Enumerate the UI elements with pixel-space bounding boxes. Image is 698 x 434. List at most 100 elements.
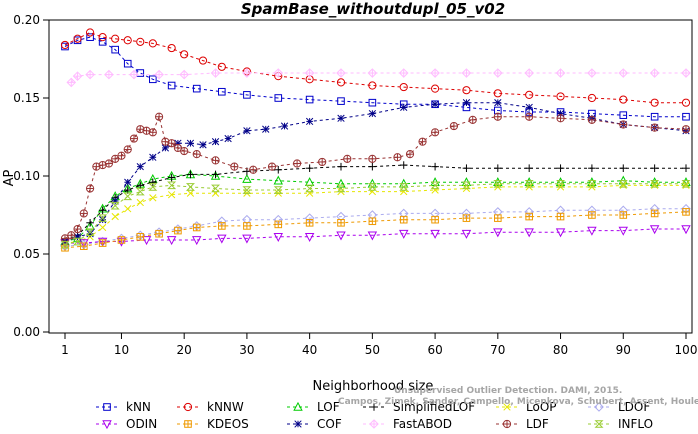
- point-ldf-20: [192, 150, 201, 159]
- point-ldf-16: [161, 137, 170, 146]
- tick-layer: 1 10 20 30 40 50 60 70 80 90 100 0.00 0.05 0.10 0.15 0.…: [13, 13, 697, 357]
- legend-item-fastabod: FastABOD: [363, 417, 452, 431]
- point-knnw-18: [430, 84, 440, 93]
- watermark-line-2: Campos, Zimek, Sander, Campello, Micenko…: [338, 397, 698, 407]
- point-kdeos-17: [494, 214, 502, 222]
- legend-item-knnw: kNNW: [177, 400, 244, 414]
- point-fastabod-22: [681, 68, 691, 78]
- point-knn-11: [243, 91, 251, 99]
- x-tick-label-90: 90: [616, 343, 631, 357]
- point-ldf-33: [449, 121, 459, 131]
- point-simplifiedlof-9: [186, 170, 195, 179]
- x-tick-label-50: 50: [365, 343, 380, 357]
- point-lof-14: [336, 178, 346, 188]
- series-inflo: [60, 180, 691, 249]
- point-knnw-8: [167, 43, 176, 53]
- point-knnw-6: [136, 37, 145, 46]
- point-simplifiedlof-13: [305, 164, 314, 172]
- point-kdeos-15: [431, 215, 439, 224]
- legend-marker-cof: [294, 420, 302, 428]
- point-kdeos-8: [218, 222, 226, 230]
- point-fastabod-7: [210, 68, 221, 78]
- legend-marker-lof: [293, 401, 303, 411]
- series-ldf: [60, 112, 691, 243]
- point-inflo-1: [73, 237, 83, 246]
- point-simplifiedlof-15: [368, 162, 377, 171]
- point-ldf-10: [123, 145, 132, 154]
- plot-frame: [48, 19, 693, 334]
- point-kdeos-18: [525, 212, 533, 221]
- point-inflo-18: [461, 181, 471, 190]
- point-kdeos-12: [337, 219, 345, 227]
- point-cof-5: [124, 178, 132, 186]
- point-cof-6: [136, 162, 144, 171]
- point-ldf-30: [405, 150, 415, 159]
- legend-item-inflo: INFLO: [588, 417, 653, 431]
- point-knnw-9: [180, 50, 189, 59]
- point-inflo-15: [367, 183, 377, 191]
- point-knnw-11: [217, 62, 226, 71]
- point-cof-15: [262, 125, 270, 133]
- point-fastabod-5: [154, 69, 164, 80]
- point-odin-16: [493, 228, 503, 238]
- point-knn-13: [305, 95, 314, 104]
- point-simplifiedlof-12: [274, 165, 283, 174]
- point-ldf-5: [92, 162, 101, 171]
- y-tick-label-0.00: 0.00: [13, 325, 40, 339]
- point-kdeos-6: [174, 226, 182, 235]
- point-inflo-9: [185, 183, 195, 191]
- point-kdeos-7: [192, 223, 201, 232]
- point-simplifiedlof-20: [525, 164, 533, 172]
- legend-item-odin: ODIN: [96, 417, 157, 431]
- point-kdeos-16: [462, 214, 471, 222]
- point-kdeos-21: [619, 211, 628, 219]
- x-tick-label-60: 60: [427, 343, 442, 357]
- legend-label-inflo: INFLO: [618, 417, 653, 431]
- point-knnw-5: [123, 36, 132, 45]
- point-kdeos-10: [274, 220, 283, 229]
- point-loop-23: [619, 181, 627, 190]
- point-ldf-11: [129, 134, 139, 143]
- point-knnw-23: [587, 93, 597, 103]
- point-fastabod-2: [85, 69, 95, 80]
- x-tick-label-70: 70: [490, 343, 505, 357]
- point-simplifiedlof-17: [431, 162, 439, 171]
- point-inflo-23: [618, 180, 628, 188]
- point-cof-8: [161, 144, 170, 152]
- point-kdeos-5: [155, 229, 163, 238]
- point-kdeos-9: [243, 222, 251, 230]
- x-axis-label: Neighborhood size: [313, 379, 434, 394]
- point-inflo-14: [336, 184, 346, 193]
- legend-label-odin: ODIN: [126, 417, 157, 431]
- point-inflo-13: [305, 184, 315, 193]
- point-fastabod-12: [367, 68, 378, 78]
- point-knn-25: [682, 112, 690, 121]
- point-fastabod-20: [618, 68, 629, 78]
- point-inflo-20: [524, 180, 534, 188]
- point-knnw-3: [98, 33, 107, 42]
- point-kdeos-1: [80, 242, 88, 250]
- point-ldf-36: [525, 112, 534, 121]
- point-inflo-24: [650, 180, 660, 188]
- point-inflo-8: [167, 181, 177, 190]
- point-fastabod-3: [104, 69, 114, 80]
- series-line-lof: [64, 173, 686, 242]
- point-fastabod-19: [587, 68, 597, 78]
- point-simplifiedlof-8: [167, 173, 176, 182]
- legend-label-ldof: LDOF: [618, 400, 650, 414]
- legend-item-lof: LOF: [287, 400, 340, 414]
- point-fastabod-6: [179, 69, 189, 80]
- series-line-loop: [64, 184, 686, 244]
- series-line-knnw: [64, 31, 686, 104]
- point-inflo-6: [135, 187, 145, 196]
- point-simplifiedlof-2: [86, 219, 94, 227]
- point-knnw-0: [60, 40, 70, 50]
- series-layer: [60, 28, 691, 252]
- point-cof-19: [368, 109, 377, 118]
- legend-item-cof: COF: [287, 417, 342, 431]
- point-simplifiedlof-19: [494, 164, 502, 172]
- point-fastabod-14: [430, 68, 440, 78]
- point-ldf-1: [67, 231, 76, 240]
- point-fastabod-10: [304, 68, 315, 78]
- series-knn: [61, 33, 690, 121]
